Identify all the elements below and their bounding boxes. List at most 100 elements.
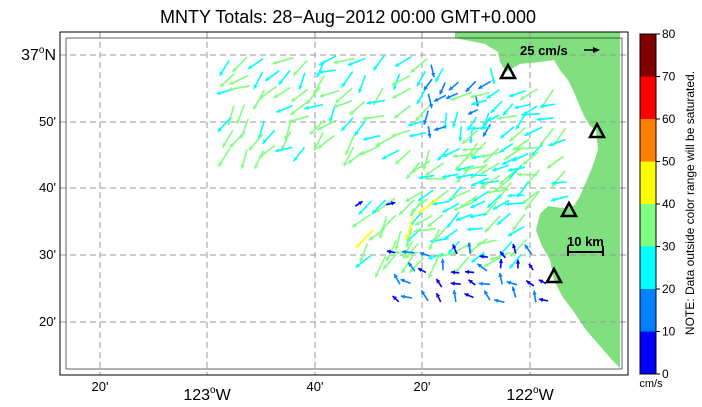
current-vector-head — [467, 242, 472, 247]
current-vectors — [216, 54, 569, 303]
current-vector-head — [390, 201, 396, 206]
current-vector-head — [236, 119, 241, 124]
current-vector-head — [393, 85, 398, 90]
current-vector-head — [427, 133, 432, 138]
current-vector-head — [253, 84, 258, 89]
current-vector-head — [540, 103, 545, 109]
current-vector-head — [405, 243, 410, 248]
colorbar-tick-label: 30 — [662, 240, 676, 254]
current-vector-head — [417, 81, 421, 87]
current-vector-head — [293, 71, 298, 76]
current-vector-head — [400, 278, 405, 283]
radar-stations — [498, 62, 607, 284]
current-vector-head — [422, 165, 427, 171]
current-vector-head — [478, 281, 483, 286]
current-vector-head — [468, 279, 473, 284]
current-vector-head — [492, 167, 497, 172]
current-vector-head — [421, 290, 426, 295]
current-vector-head — [442, 208, 447, 213]
current-vector-shaft — [355, 229, 374, 249]
current-vector-head — [291, 97, 296, 102]
colorbar-tick-label: 70 — [662, 70, 676, 84]
current-vector-head — [394, 250, 399, 255]
current-vector-head — [428, 255, 433, 260]
current-vector-head — [391, 81, 397, 86]
current-vector-head — [431, 72, 436, 78]
current-vector-head — [489, 256, 495, 261]
current-vector-head — [424, 176, 429, 181]
current-vector-head — [403, 253, 407, 259]
current-vector-head — [469, 214, 474, 219]
current-vector-head — [480, 170, 486, 174]
current-vector-head — [516, 146, 521, 151]
current-vector-head — [529, 263, 533, 269]
current-vector-head — [515, 259, 521, 264]
current-vector-head — [379, 234, 384, 239]
current-vector-head — [227, 120, 232, 126]
current-vector-head — [435, 77, 440, 83]
reference-vector: 25 cm/s — [520, 43, 600, 58]
current-vector-head — [354, 131, 359, 136]
current-vector-head — [468, 173, 473, 178]
colorbar-block — [640, 246, 656, 289]
current-vector-head — [355, 263, 360, 268]
current-vector-head — [410, 68, 415, 73]
current-vector-head — [521, 112, 526, 117]
current-vector-head — [466, 227, 471, 232]
current-vector-head — [276, 108, 281, 113]
current-vector-head — [253, 104, 258, 110]
current-vector-head — [437, 253, 442, 258]
current-vector-head — [479, 254, 484, 259]
current-vector-head — [425, 171, 430, 176]
lon-label: 20' — [414, 379, 431, 394]
current-vector-head — [352, 223, 357, 228]
current-vector-head — [333, 59, 338, 65]
current-vector-head — [395, 62, 400, 67]
scale-bar: 10 km — [567, 234, 604, 256]
current-vector-head — [309, 130, 315, 135]
current-vector-head — [375, 272, 379, 278]
current-vector-head — [455, 165, 460, 171]
colorbar-tick-label: 80 — [662, 27, 676, 41]
current-vector-head — [551, 180, 556, 186]
current-vector-head — [509, 263, 514, 269]
current-vector-head — [265, 76, 270, 81]
current-vector-head — [347, 61, 353, 66]
current-vector-head — [366, 100, 371, 105]
current-vector-head — [229, 143, 234, 148]
current-vector-head — [417, 99, 421, 104]
current-vector-head — [249, 146, 254, 151]
current-vector-head — [393, 114, 399, 119]
current-vector-head — [313, 146, 318, 151]
current-vector-head — [470, 204, 475, 209]
current-vector-head — [298, 85, 303, 90]
scale-bar-label: 10 km — [567, 234, 604, 249]
lat-label: 40' — [39, 180, 56, 195]
current-vector-head — [359, 257, 364, 263]
current-vector-head — [434, 97, 439, 102]
current-vector-head — [281, 145, 286, 150]
current-vector-head — [512, 146, 518, 151]
current-vector-head — [491, 79, 496, 84]
current-vector-head — [449, 197, 454, 202]
current-vector-head — [471, 155, 476, 160]
current-vector-head — [450, 96, 456, 101]
current-vector-head — [376, 141, 381, 146]
current-vector-head — [456, 167, 461, 172]
colorbar-block — [640, 204, 656, 247]
lon-label: 122oW — [506, 385, 554, 404]
current-vector-head — [368, 236, 374, 241]
current-vector-head — [432, 201, 438, 206]
current-vector-head — [219, 82, 225, 88]
current-vector-head — [442, 153, 448, 157]
current-vector-shaft — [375, 197, 396, 213]
current-vector-head — [386, 249, 391, 254]
current-vector-head — [413, 229, 418, 234]
current-vector-head — [418, 175, 423, 180]
lat-label: 20' — [39, 314, 56, 329]
station-marker — [498, 62, 518, 80]
current-vector-head — [484, 262, 489, 267]
current-vector-head — [222, 142, 227, 148]
current-vector-head — [450, 281, 455, 286]
